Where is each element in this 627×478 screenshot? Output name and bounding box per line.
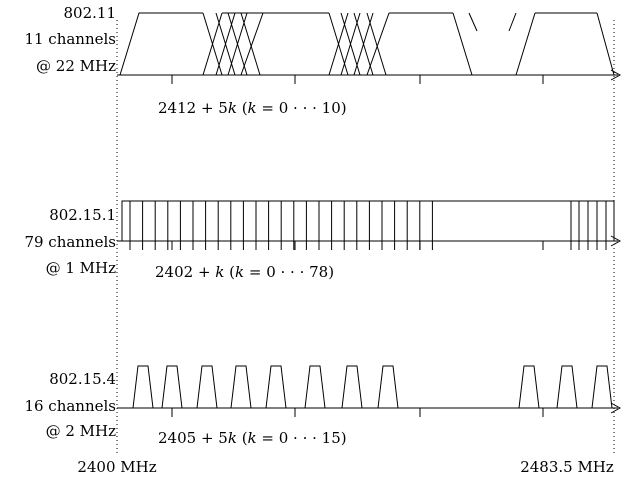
bluetooth-center-frequency-formula: 2402 + k (k = 0 · · · 78) [155,263,334,281]
zigbee-axis-ticks [171,408,544,417]
zigbee-channel-mask [556,365,578,409]
zigbee-channel-mask [341,365,363,409]
zigbee-channel-mask [230,365,252,409]
wifi-channel-count-label: 11 channels [24,30,116,48]
zigbee-channel-mask [377,365,399,409]
zigbee-band: 802.15.4 16 channels @ 2 MHz 2405 + 5k (… [24,365,622,447]
wifi-channel-width-label: @ 22 MHz [36,57,116,75]
bluetooth-channel-count-label: 79 channels [24,233,116,251]
wifi-center-frequency-formula: 2412 + 5k (k = 0 · · · 10) [158,99,347,117]
bluetooth-channel-box [121,200,615,242]
bluetooth-channel-width-label: @ 1 MHz [46,259,117,277]
wifi-band: 802.11 11 channels @ 22 MHz 2412 + 5k (k… [24,4,622,117]
wifi-axis-arrow [610,69,622,81]
bluetooth-standard-label: 802.15.1 [49,206,116,224]
zigbee-standard-label: 802.15.4 [49,370,116,388]
zigbee-channel-mask [132,365,154,409]
band-end-frequency-label: 2483.5 MHz [520,458,614,476]
zigbee-channel-width-label: @ 2 MHz [46,422,117,440]
zigbee-axis-arrow [610,402,622,414]
zigbee-center-frequency-formula: 2405 + 5k (k = 0 · · · 15) [158,429,347,447]
zigbee-channel-count-label: 16 channels [24,397,116,415]
wifi-channel-masks [119,12,615,76]
bluetooth-axis-ticks [129,241,607,250]
zigbee-channel-mask [304,365,326,409]
wifi-standard-label: 802.11 [64,4,117,22]
zigbee-channel-mask [591,365,613,409]
bluetooth-channel-slots [129,201,607,241]
zigbee-channel-mask [265,365,287,409]
zigbee-channel-mask [196,365,218,409]
wifi-axis-ticks [171,75,544,84]
bluetooth-axis-arrow [610,235,622,247]
zigbee-channel-mask [161,365,183,409]
bluetooth-band: 802.15.1 79 channels @ 1 MHz 2402 + k (k… [24,200,622,281]
zigbee-channel-masks [132,365,613,409]
zigbee-channel-mask [518,365,540,409]
band-start-frequency-label: 2400 MHz [77,458,156,476]
